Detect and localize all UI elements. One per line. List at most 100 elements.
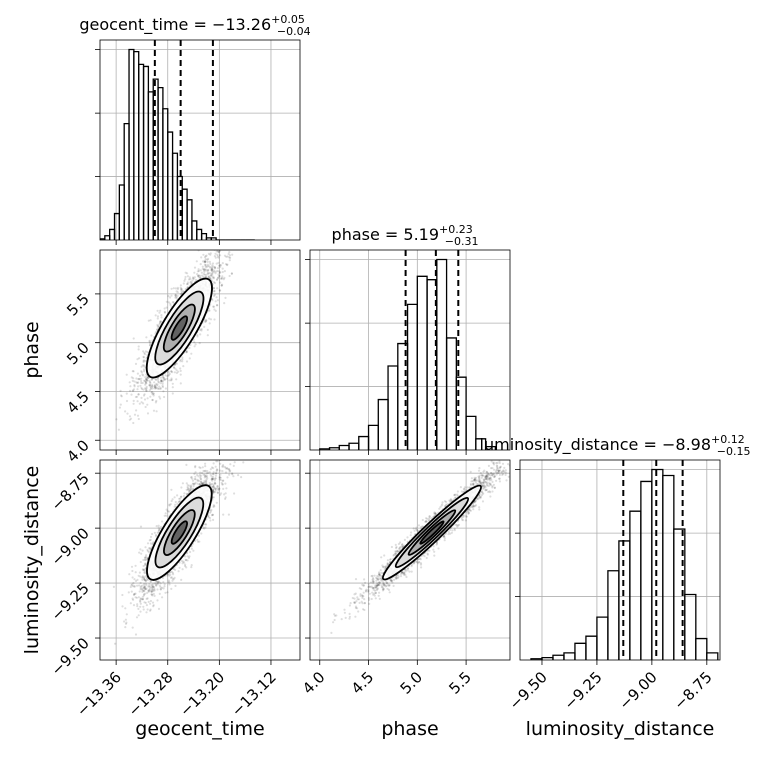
scatter-point (211, 477, 214, 480)
scatter-point (169, 573, 172, 576)
scatter-point (152, 605, 155, 608)
scatter-point (141, 598, 144, 601)
scatter-point (199, 471, 202, 474)
density-fill (171, 316, 188, 340)
scatter-point (178, 566, 181, 569)
scatter-point (144, 360, 147, 363)
scatter-point (212, 492, 215, 495)
scatter-point (175, 297, 178, 300)
scatter-point (190, 566, 193, 569)
scatter-point (226, 476, 229, 479)
scatter-point (193, 482, 196, 485)
histogram-bar (445, 337, 457, 450)
scatter-point (137, 607, 140, 611)
scatter-point (182, 290, 185, 293)
scatter-point (144, 350, 147, 353)
scatter-point (155, 378, 158, 381)
scatter-point (216, 442, 218, 444)
scatter-point (205, 273, 208, 276)
scatter-point (198, 342, 201, 345)
scatter-point (175, 295, 178, 298)
scatter-point (197, 276, 200, 279)
scatter-point (196, 538, 199, 542)
scatter-point (140, 396, 143, 399)
scatter-point (167, 573, 170, 576)
scatter-point (152, 585, 155, 588)
scatter-point (183, 492, 186, 495)
scatter-point (139, 525, 143, 528)
scatter-point (132, 370, 135, 373)
scatter-point (216, 299, 219, 302)
scatter-point (170, 378, 173, 381)
scatter-point (208, 265, 211, 268)
scatter-point (233, 492, 236, 495)
scatter-point (133, 384, 136, 387)
scatter-point (203, 256, 207, 259)
scatter-point (224, 497, 227, 500)
scatter-point (190, 280, 193, 283)
scatter-point (171, 371, 174, 374)
scatter-point (156, 328, 159, 331)
scatter-point (119, 403, 122, 406)
scatter-point (136, 372, 139, 375)
scatter-point (206, 263, 209, 266)
scatter-point (210, 508, 213, 512)
scatter-point (220, 284, 223, 287)
scatter-point (143, 353, 146, 356)
scatter-point (137, 393, 140, 396)
scatter-point (157, 324, 160, 327)
scatter-point (158, 323, 161, 326)
scatter-point (205, 472, 208, 475)
scatter-point (210, 466, 214, 469)
scatter-point (132, 388, 136, 391)
scatter-point (223, 270, 226, 273)
scatter-point (139, 588, 142, 591)
scatter-point (226, 230, 228, 232)
scatter-point (156, 599, 159, 602)
scatter-point (219, 264, 222, 267)
scatter-point (158, 395, 161, 398)
scatter-point (144, 405, 147, 409)
scatter-point (159, 588, 162, 591)
scatter-point (200, 482, 204, 485)
scatter-point (134, 579, 138, 583)
scatter-point (171, 579, 174, 582)
scatter-point (150, 593, 154, 596)
scatter-point (146, 379, 149, 382)
scatter-point (189, 485, 193, 488)
scatter-point (144, 585, 147, 589)
scatter-point (197, 274, 200, 277)
scatter-point (221, 283, 224, 286)
scatter-point (154, 386, 157, 389)
scatter-point (212, 490, 215, 493)
scatter-point (144, 575, 147, 578)
scatter-point (206, 269, 209, 272)
scatter-point (141, 575, 144, 578)
scatter-point (212, 276, 215, 279)
scatter-point (206, 515, 210, 518)
scatter-point (135, 409, 138, 412)
scatter-point (209, 274, 213, 277)
histogram-geocent_time (100, 48, 255, 240)
scatter-point (145, 388, 148, 391)
scatter-point (159, 525, 163, 528)
scatter-point (219, 289, 222, 292)
scatter-point (224, 453, 226, 455)
scatter-point (157, 378, 160, 381)
scatter-point (228, 470, 231, 473)
scatter-point (149, 535, 153, 539)
scatter-point (191, 477, 194, 480)
scatter-point (176, 502, 179, 505)
scatter-point (156, 323, 159, 327)
scatter-point (147, 585, 150, 588)
scatter-point (146, 379, 149, 382)
scatter-point (191, 482, 194, 485)
scatter-point (174, 568, 177, 572)
scatter-point (149, 384, 152, 387)
scatter-point (194, 466, 197, 469)
scatter-point (216, 491, 219, 494)
scatter-point (164, 374, 167, 377)
scatter-point (167, 371, 170, 374)
histogram-bar (695, 637, 708, 660)
scatter-point (160, 380, 163, 383)
